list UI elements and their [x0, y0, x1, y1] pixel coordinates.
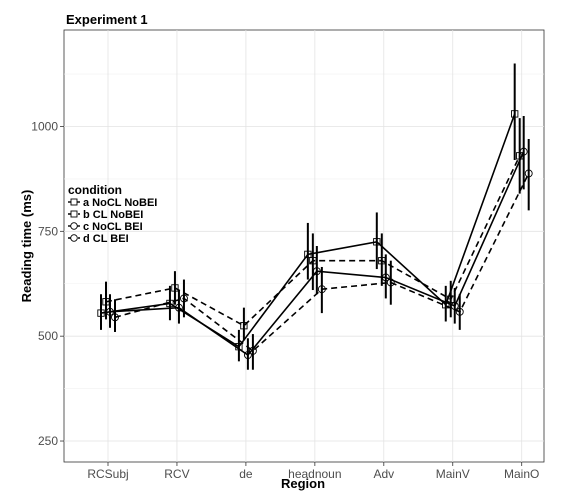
- series-line: [105, 155, 521, 327]
- x-tick-label: MainV: [436, 467, 470, 481]
- legend-label: a NoCL NoBEI: [83, 197, 157, 209]
- data-point: [317, 285, 326, 294]
- series-line: [114, 173, 530, 352]
- data-point: [174, 303, 183, 312]
- data-point: [97, 309, 105, 317]
- legend-label: b CL NoBEI: [83, 209, 143, 221]
- legend-symbol: [70, 222, 78, 230]
- data-point: [519, 147, 528, 156]
- series-2: [102, 118, 524, 341]
- y-tick-label: 250: [38, 434, 58, 448]
- y-axis-title: Reading time (ms): [19, 190, 34, 303]
- data-point: [511, 110, 519, 118]
- data-point: [248, 346, 257, 355]
- axis-layer: 250 500 750 1000 RCSubj RCV de headnoun Adv MainV…: [31, 119, 539, 481]
- series-layer: [97, 63, 533, 370]
- x-tick-label: headnoun: [288, 467, 341, 481]
- data-point: [450, 302, 459, 310]
- data-point: [312, 267, 321, 276]
- legend-symbol: [70, 210, 78, 218]
- data-point: [106, 307, 114, 316]
- data-point: [243, 351, 252, 359]
- data-point: [304, 250, 312, 259]
- data-point: [240, 322, 248, 330]
- series-3: [106, 115, 528, 370]
- legend-entry: d CL BEI: [68, 233, 129, 245]
- plot-panel: [63, 29, 545, 463]
- legend-entry: c NoCL BEI: [68, 221, 143, 233]
- series-1: [97, 63, 519, 362]
- data-point: [179, 294, 188, 303]
- x-tick-label: Adv: [373, 467, 394, 481]
- data-point: [111, 313, 119, 322]
- y-tick-label: 750: [38, 224, 58, 238]
- chart-title: Experiment 1: [66, 12, 148, 27]
- legend-entry: a NoCL NoBEI: [68, 197, 157, 209]
- legend-label: d CL BEI: [83, 233, 129, 245]
- data-point: [373, 238, 381, 246]
- x-tick-label: RCV: [164, 467, 189, 481]
- series-line: [100, 113, 516, 348]
- legend-entry: b CL NoBEI: [68, 209, 143, 221]
- legend-symbol: [70, 234, 78, 242]
- data-point: [171, 284, 179, 292]
- series-line: [109, 151, 525, 357]
- series-4: [111, 139, 533, 370]
- x-tick-label: MainO: [504, 467, 539, 481]
- legend-label: c NoCL BEI: [83, 221, 143, 233]
- legend-title: condition: [68, 183, 122, 197]
- x-axis-title: Region: [281, 476, 325, 491]
- y-tick-label: 500: [38, 329, 58, 343]
- data-point: [524, 169, 533, 178]
- legend-symbol: [70, 198, 78, 206]
- x-tick-label: RCSubj: [87, 467, 128, 481]
- data-point: [381, 273, 390, 282]
- data-point: [455, 307, 464, 316]
- y-tick-label: 1000: [31, 119, 58, 133]
- grid-layer: [64, 30, 544, 462]
- x-tick-label: de: [239, 467, 253, 481]
- data-point: [386, 278, 395, 287]
